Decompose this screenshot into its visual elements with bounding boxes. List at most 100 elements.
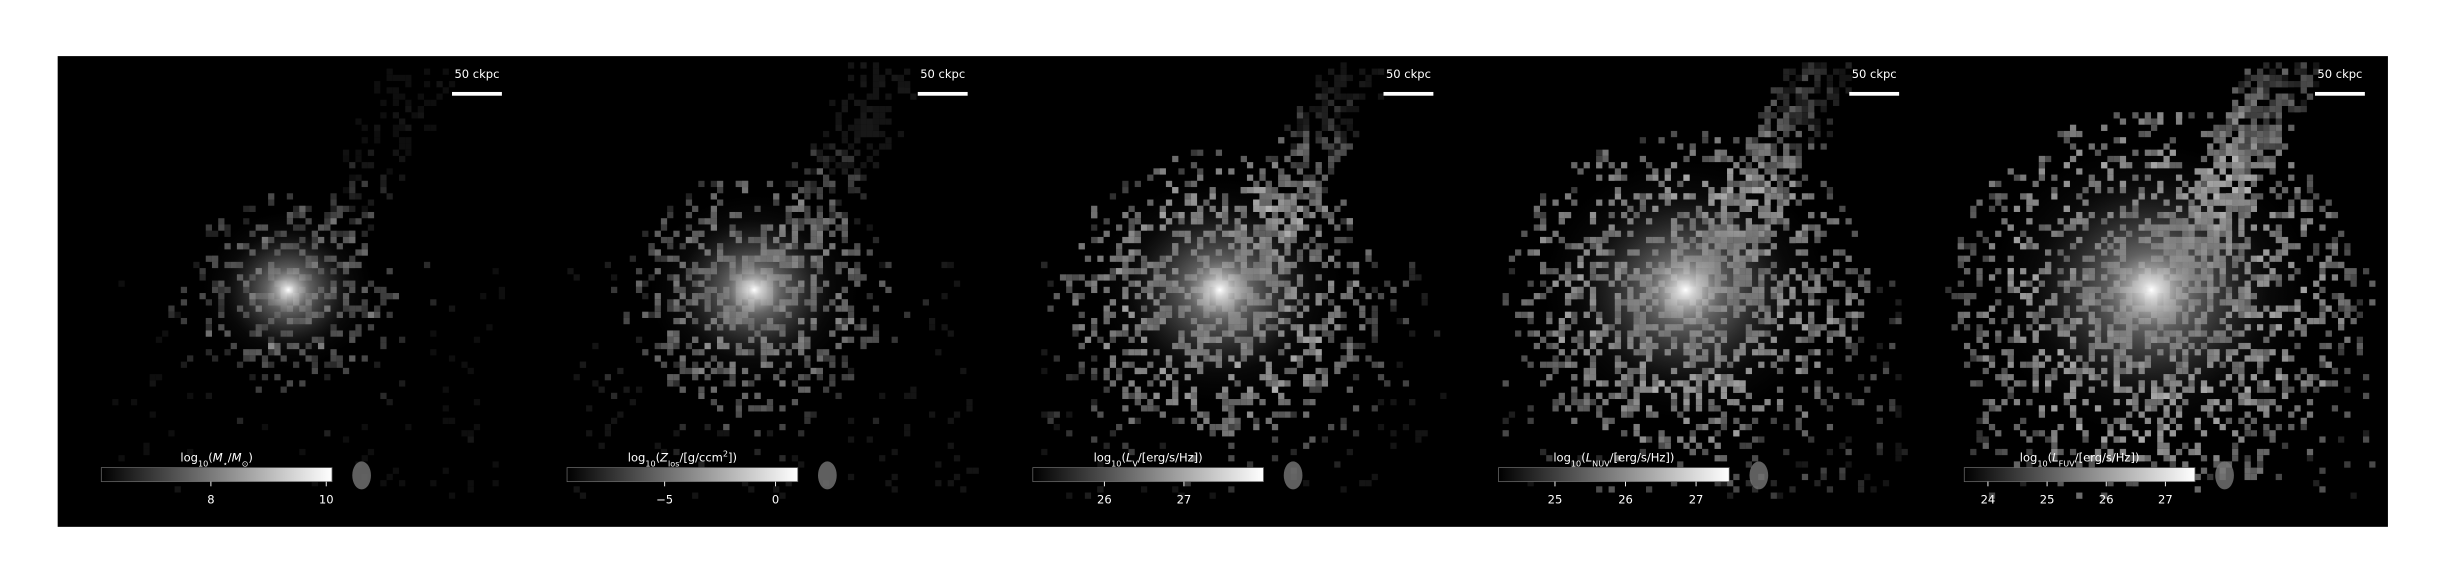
pixel: [374, 137, 381, 144]
pixel: [654, 230, 661, 237]
pixel: [1346, 118, 1353, 125]
pixel: [1758, 436, 1765, 443]
pixel: [1614, 168, 1622, 175]
pixel: [218, 218, 225, 225]
pixel: [854, 149, 861, 156]
pixel: [2306, 411, 2314, 418]
pixel: [187, 392, 194, 400]
pixel: [623, 311, 630, 318]
pixel: [1851, 311, 1858, 318]
pixel: [1795, 74, 1802, 82]
pixel: [1745, 442, 1752, 449]
pixel: [847, 74, 855, 82]
pixel: [1714, 149, 1721, 156]
pixel: [1340, 293, 1347, 300]
pixel: [829, 155, 836, 163]
pixel: [798, 386, 805, 393]
pixel: [1066, 430, 1073, 437]
pixel: [1222, 399, 1229, 406]
pixel: [1265, 155, 1272, 163]
pixel: [498, 286, 506, 294]
pixel: [928, 411, 936, 418]
pixel: [623, 317, 630, 325]
pixel: [1284, 411, 1291, 418]
pixel: [754, 448, 761, 456]
pixel: [480, 293, 487, 300]
pixel: [2288, 423, 2295, 431]
pixel: [1552, 405, 1559, 412]
pixel: [2313, 62, 2320, 69]
pixel: [1240, 399, 1247, 406]
pixel: [149, 411, 156, 418]
pixel: [1783, 124, 1790, 131]
pixel: [1571, 461, 1578, 468]
pixel: [872, 324, 880, 331]
pixel: [1334, 105, 1341, 113]
pixel: [2057, 423, 2064, 431]
pixel: [448, 417, 456, 424]
pixel: [1833, 392, 1840, 400]
pixel: [1340, 361, 1347, 368]
pixel: [1346, 349, 1353, 356]
pixel: [847, 249, 855, 256]
pixel: [399, 93, 406, 100]
pixel: [1596, 392, 1603, 400]
pixel: [1826, 93, 1834, 100]
pixel: [879, 130, 886, 138]
pixel: [417, 105, 424, 113]
pixel: [635, 336, 643, 343]
label-part: (: [1581, 450, 1586, 464]
pixel: [205, 392, 212, 400]
pixel: [829, 380, 836, 387]
colorbar: [100, 467, 333, 483]
pixel: [1228, 399, 1235, 406]
pixel: [1851, 399, 1858, 406]
pixel: [1165, 180, 1173, 188]
colorbar-tick-label: 26: [1618, 492, 1633, 506]
pixel: [1751, 137, 1759, 144]
pixel: [1677, 143, 1684, 150]
pixel: [879, 261, 886, 269]
pixel: [1826, 305, 1834, 312]
pixel: [1340, 423, 1347, 431]
pixel: [1072, 324, 1079, 331]
pixel: [2319, 361, 2326, 368]
pixel: [1296, 130, 1304, 138]
pixel: [1839, 467, 1846, 474]
pixel: [1134, 399, 1141, 406]
pixel: [1352, 130, 1360, 138]
pixel: [1882, 361, 1890, 368]
pixel: [1303, 149, 1310, 156]
pixel: [1801, 87, 1809, 94]
pixel: [349, 180, 356, 188]
pixel: [2020, 480, 2027, 487]
pixel: [741, 180, 749, 188]
pixel: [723, 380, 730, 387]
pixel: [1770, 174, 1777, 181]
pixel: [205, 324, 212, 331]
pixel: [1845, 299, 1852, 306]
pixel: [1533, 211, 1540, 219]
pixel: [274, 374, 281, 381]
pixel: [467, 430, 474, 437]
pixel: [835, 124, 842, 131]
pixel: [1552, 367, 1559, 375]
pixel: [1801, 430, 1809, 437]
pixel: [392, 112, 400, 119]
pixel: [1359, 480, 1366, 487]
pixel: [866, 105, 873, 113]
colorbar-tick-label: −5: [656, 492, 673, 506]
pixel: [642, 349, 649, 356]
pixel: [1296, 162, 1304, 169]
pixel: [773, 193, 780, 200]
pixel: [1321, 137, 1329, 144]
pixel: [380, 187, 387, 194]
pixel: [380, 336, 387, 343]
pixel: [1945, 286, 1952, 294]
pixel: [648, 243, 655, 250]
pixel: [1315, 81, 1322, 88]
pixel: [1309, 105, 1316, 113]
pixel: [1801, 386, 1809, 393]
pixel: [1234, 399, 1241, 406]
pixel: [2319, 355, 2326, 362]
